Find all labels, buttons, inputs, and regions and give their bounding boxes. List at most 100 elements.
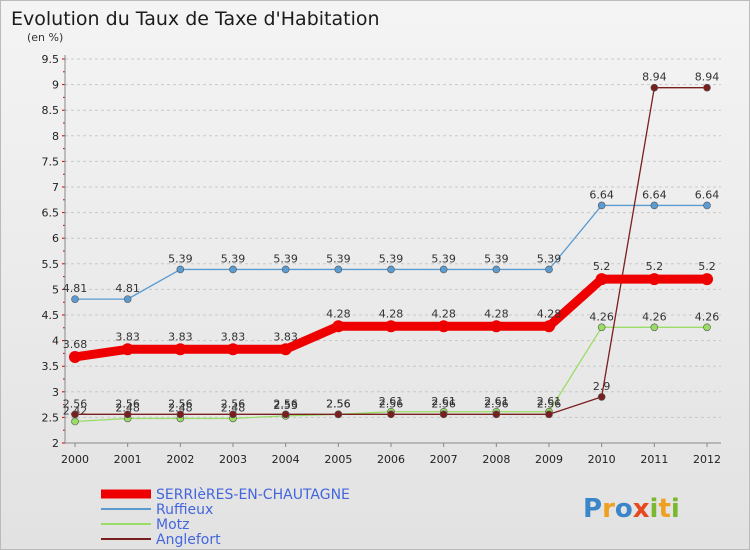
data-point	[437, 320, 450, 333]
data-point	[123, 410, 132, 419]
logo-letter: o	[615, 494, 633, 524]
data-label: 2.56	[63, 397, 88, 410]
logo-letter: r	[602, 494, 615, 524]
logo-letter: t	[658, 494, 670, 524]
data-label: 5.2	[593, 260, 611, 273]
data-point	[387, 410, 395, 419]
data-label: 5.2	[646, 260, 664, 273]
data-label: 5.39	[326, 252, 351, 265]
x-tick-label: 2012	[693, 453, 721, 466]
y-tick-label: 4	[52, 335, 59, 348]
series-layer: 4.81 4.81 5.39 5.39 5.39 5.39 5.39 5.39 5.39 5.39…	[63, 71, 720, 426]
data-point	[176, 265, 185, 274]
data-label: 2.9	[593, 380, 611, 393]
data-point	[543, 320, 555, 333]
data-point	[597, 323, 606, 332]
chart-title: Evolution du Taux de Taxe d'Habitation	[11, 8, 380, 30]
logo-letter: x	[633, 494, 650, 524]
data-point	[71, 410, 79, 419]
x-tick-label: 2011	[640, 453, 668, 466]
data-point	[71, 417, 79, 426]
data-point	[545, 265, 553, 274]
legend-label: SERRIèRES-EN-CHAUTAGNE	[156, 487, 350, 503]
data-point	[701, 273, 713, 286]
data-point	[545, 410, 553, 419]
data-label: 2.56	[168, 397, 193, 410]
data-label: 2.56	[379, 397, 404, 410]
legend-label: Motz	[156, 517, 189, 533]
x-tick-label: 2008	[482, 453, 510, 466]
data-point	[703, 201, 711, 210]
x-tick-label: 2002	[166, 453, 194, 466]
data-point	[492, 265, 501, 274]
data-label: 5.39	[431, 252, 456, 265]
data-label: 4.28	[326, 307, 351, 320]
y-tick-label: 9.5	[42, 53, 60, 66]
data-label: 8.94	[695, 71, 720, 84]
data-label: 4.28	[484, 307, 509, 320]
series-serri-res-en-chautagne: 3.68 3.83 3.83 3.83 3.83 4.28 4.28 4.28 4.28 4.28…	[63, 260, 716, 363]
data-point	[648, 273, 661, 286]
data-label: 2.61	[379, 395, 404, 408]
data-point	[174, 343, 187, 356]
y-tick-label: 6.5	[42, 207, 60, 220]
data-point	[229, 265, 237, 274]
logo-letter: i	[650, 494, 659, 524]
data-label: 4.26	[589, 310, 614, 323]
data-label: 2.61	[431, 395, 456, 408]
x-tick-label: 2006	[377, 453, 405, 466]
legend-label: Ruffieux	[156, 502, 213, 518]
y-tick-label: 3	[52, 386, 59, 399]
data-label: 3.83	[168, 330, 193, 343]
data-point	[597, 393, 606, 401]
y-tick-label: 8.5	[42, 104, 60, 117]
data-label: 2.48	[168, 401, 193, 414]
data-point	[650, 201, 659, 210]
data-point	[334, 265, 343, 274]
data-label: 3.83	[273, 330, 298, 343]
y-tick-label: 5.5	[42, 258, 60, 271]
data-label: 2.48	[221, 401, 246, 414]
data-label: 8.94	[642, 71, 667, 84]
data-point	[439, 265, 448, 274]
data-point	[281, 265, 290, 274]
data-label: 5.39	[379, 252, 404, 265]
data-point	[123, 295, 132, 303]
x-tick-label: 2010	[588, 453, 616, 466]
data-label: 2.61	[484, 395, 509, 408]
data-point	[385, 320, 397, 333]
series-line	[74, 87, 708, 415]
y-tick-label: 4.5	[42, 309, 60, 322]
data-point	[227, 343, 239, 356]
x-tick-label: 2000	[61, 453, 89, 466]
data-label: 3.83	[115, 330, 140, 343]
data-label: 2.56	[326, 397, 351, 410]
y-tick-label: 9	[52, 79, 59, 92]
data-label: 5.2	[698, 260, 716, 273]
x-tick-label: 2003	[219, 453, 247, 466]
data-point	[703, 83, 711, 92]
data-label: 2.56	[273, 397, 298, 410]
data-label: 6.64	[695, 188, 720, 201]
data-label: 2.53	[273, 399, 298, 412]
data-label: 4.28	[537, 307, 562, 320]
data-label: 4.26	[695, 310, 720, 323]
data-label: 4.26	[642, 310, 667, 323]
data-label: 2.56	[537, 397, 562, 410]
data-label: 5.39	[537, 252, 562, 265]
logo-text: Proxiti	[583, 494, 680, 524]
data-point	[490, 320, 503, 333]
data-point	[71, 295, 79, 303]
y-tick-label: 2.5	[42, 411, 60, 424]
y-tick-label: 6	[52, 232, 59, 245]
data-point	[121, 343, 134, 356]
data-label: 3.68	[63, 338, 88, 351]
x-tick-label: 2007	[430, 453, 458, 466]
x-tick-label: 2004	[272, 453, 300, 466]
x-tick-label: 2001	[114, 453, 142, 466]
data-point	[334, 410, 343, 419]
legend: SERRIèRES-EN-CHAUTAGNERuffieuxMotzAnglef…	[101, 487, 350, 548]
data-label: 2.56	[326, 397, 351, 410]
